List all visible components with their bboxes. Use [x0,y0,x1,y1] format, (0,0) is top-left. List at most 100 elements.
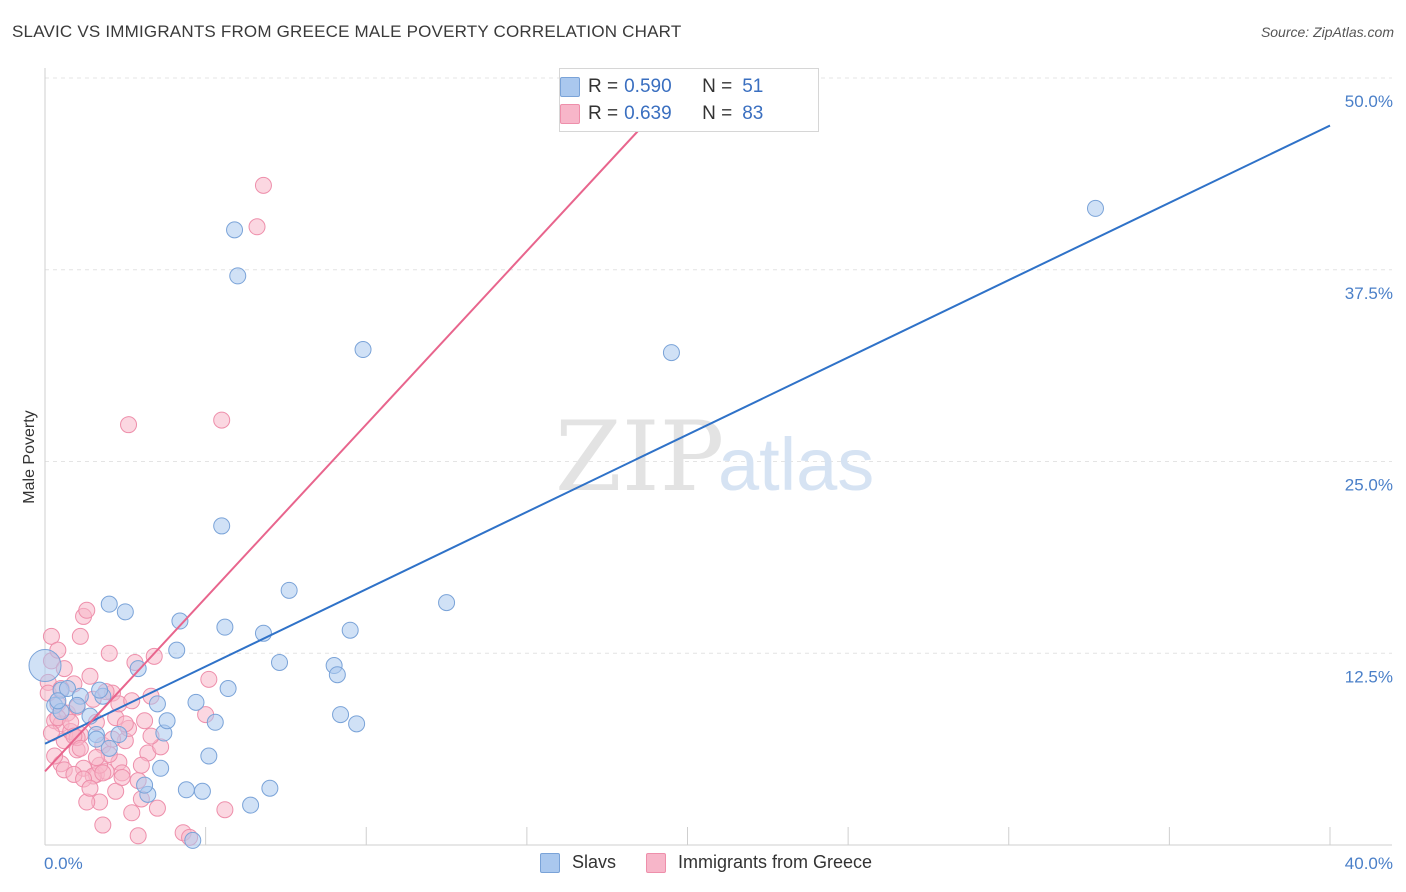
slavs-point [193,782,211,800]
legend-r-value: 0.590 [624,76,672,97]
slavs-point [152,759,170,777]
correlation-legend: R = 0.590 N = 51 R = 0.639 N = 83 [559,68,819,132]
slavs-point [438,594,456,612]
greece-point [81,667,99,685]
slavs-point [58,680,76,698]
slavs-point [177,781,195,799]
slavs-point [200,747,218,765]
slavs-point [226,221,244,239]
legend-swatch-slavs [540,852,560,873]
slavs-point [184,831,202,849]
greece-point [87,749,105,767]
watermark-atlas: atlas [718,423,874,506]
slavs-point [348,715,366,733]
greece-point [107,782,125,800]
legend-n-value: 83 [742,103,764,124]
greece-point [78,601,96,619]
greece-point [120,416,138,434]
slavs-point [49,692,67,710]
greece-point [94,816,112,834]
legend-row-slavs: R = 0.590 N = 51 [560,74,764,100]
slavs-point [168,641,186,659]
series-legend: Slavs Immigrants from Greece [540,852,902,873]
slavs-point [213,517,231,535]
greece-point [42,627,60,645]
greece-point [145,647,163,665]
slavs-point [91,681,109,699]
greece-point [148,799,166,817]
slavs-point [116,603,134,621]
x-tick-label-max: 40.0% [1345,854,1393,873]
slavs-point [136,776,154,794]
x-tick-label-min: 0.0% [44,854,83,873]
y-axis-label: Male Poverty [21,410,38,503]
legend-swatch-greece [646,852,667,873]
greece-point [200,670,218,688]
slavs-point [100,739,118,757]
slavs-point [280,581,298,599]
slavs-point [100,595,118,613]
slavs-point [110,726,128,744]
legend-swatch-greece [560,104,580,124]
legend-n-value: 51 [742,76,764,97]
greece-point [123,692,141,710]
slavs-point [216,618,234,636]
slavs-point [219,680,237,698]
greece-point [81,779,99,797]
slavs-point [261,779,279,797]
greece-point [71,739,89,757]
legend-swatch-slavs [560,77,580,97]
greece-point [94,764,112,782]
slavs-point [1086,199,1104,217]
greece-point [254,176,272,194]
greece-point [213,411,231,429]
slavs-point [87,730,105,748]
legend-r-value: 0.639 [624,103,672,124]
greece-trend-line [44,94,673,773]
watermark: ZIP atlas [555,401,874,513]
greece-point [100,644,118,662]
legend-row-greece: R = 0.639 N = 83 [560,101,764,127]
legend-r-label: R = [588,103,619,124]
slavs-point [332,706,350,724]
slavs-point [129,660,147,678]
slavs-point [68,696,86,714]
greece-point [71,627,89,645]
legend-label-greece: Immigrants from Greece [678,852,873,872]
slavs-point [158,712,176,730]
slavs-point [28,649,62,683]
slavs-point [328,666,346,684]
legend-label-slavs: Slavs [572,852,617,872]
legend-n-label: N = [702,76,733,97]
greece-point [248,218,266,236]
slavs-point [341,621,359,639]
greece-point [129,827,147,845]
legend-n-label: N = [702,103,733,124]
greece-point [123,804,141,822]
slavs-point [271,653,289,671]
slavs-point [229,267,247,285]
greece-point [78,793,96,811]
slavs-point [662,344,680,362]
greece-point [113,769,131,787]
greece-point [216,801,234,819]
legend-item-greece: Immigrants from Greece [646,852,872,873]
y-tick-label: 25.0% [1345,476,1393,495]
slavs-point [354,341,372,359]
slavs-point [148,695,166,713]
legend-item-slavs: Slavs [540,852,616,873]
slavs-trend-line [44,124,1331,745]
y-tick-label: 37.5% [1345,284,1393,303]
y-tick-label: 12.5% [1345,667,1393,686]
slavs-point [171,612,189,630]
slavs-point [206,713,224,731]
greece-point [46,747,64,765]
y-tick-label: 50.0% [1345,92,1393,111]
chart-title: SLAVIC VS IMMIGRANTS FROM GREECE MALE PO… [12,22,682,41]
slavs-point [242,796,260,814]
source-label: Source: ZipAtlas.com [1260,24,1394,40]
legend-r-label: R = [588,76,619,97]
greece-point [132,756,150,774]
slavs-point [187,693,205,711]
